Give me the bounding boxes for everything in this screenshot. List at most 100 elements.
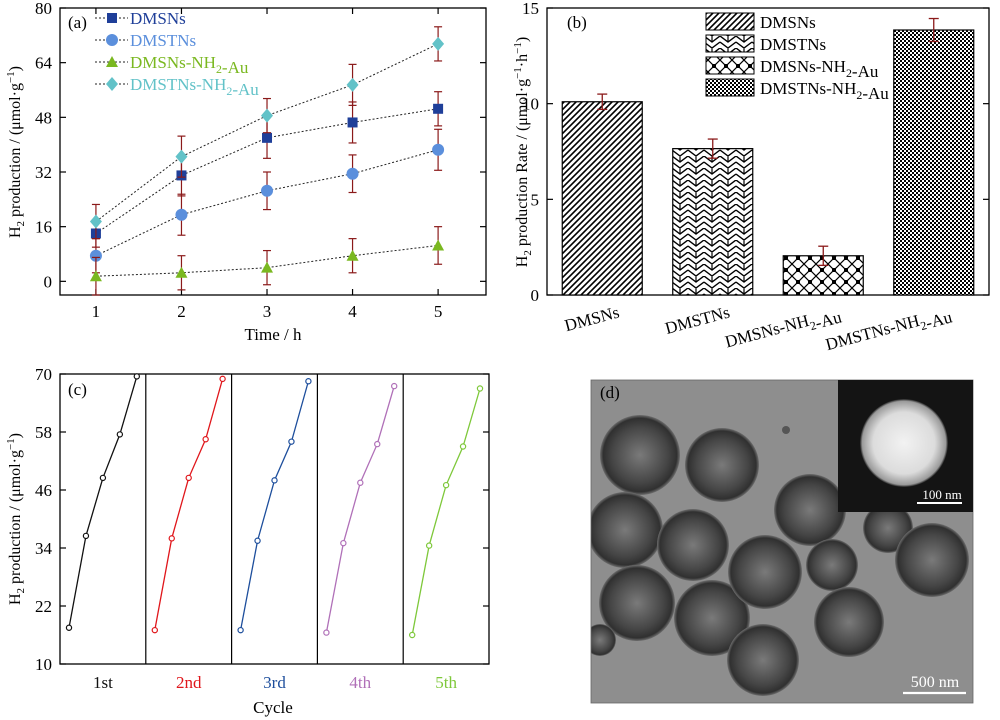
b-ytick-label: 10 [522, 95, 539, 114]
panel-a-series [89, 26, 445, 296]
a-xtick-label: 5 [434, 302, 443, 321]
a-marker-diamond [106, 77, 118, 91]
panel-a-y-axis-label: H2 production / (μmol·g−1) [5, 66, 27, 238]
a-marker-diamond [89, 214, 102, 229]
b-legend-swatch [705, 78, 755, 97]
b-legend-label: DMSTNs [760, 35, 826, 54]
a-marker-square [433, 103, 444, 114]
a-ytick-label: 48 [35, 108, 52, 127]
c-cycle-point [357, 479, 364, 486]
b-bar [561, 101, 643, 296]
c-cycle-line [325, 385, 395, 633]
a-series-line [95, 43, 439, 222]
a-marker-circle [175, 208, 188, 221]
a-marker-diamond [175, 149, 188, 164]
c-cycle-label: 4th [349, 673, 371, 692]
panel-b-bars [561, 17, 975, 296]
b-legend-swatch [705, 56, 755, 75]
a-marker-circle [106, 34, 118, 46]
a-xtick-label: 2 [177, 302, 186, 321]
panel-d-tem-image: (d) 100 nm 500 nm [590, 379, 974, 704]
c-cycle-point [82, 532, 90, 540]
c-cycle-point [425, 542, 433, 549]
a-legend-label: DMSNs-NH2-Au [130, 53, 249, 77]
c-cycle-point [219, 375, 226, 383]
c-cycle-point [288, 438, 295, 445]
panel-c-y-axis-label: H2 production / (μmol·g−1) [5, 433, 27, 605]
c-ytick-label: 46 [35, 481, 52, 500]
panel-c-cycle-chart: (c) 10 22 34 46 58 70 1st 2nd 3rd 4th 5th H2 prod… [5, 365, 490, 717]
c-cycle-point [202, 436, 209, 443]
panel-c-x-axis-label: Cycle [253, 698, 293, 717]
c-cycle-line [411, 388, 481, 636]
a-marker-triangle [175, 266, 188, 278]
c-ytick-label: 34 [35, 539, 53, 558]
c-cycle-point [65, 624, 73, 631]
c-ytick-label: 22 [35, 597, 52, 616]
b-xtick-label: DMSNs [563, 303, 622, 336]
panel-a-frame [59, 7, 487, 296]
c-cycle-point [442, 481, 450, 489]
panel-d-label: (d) [600, 383, 620, 402]
a-ytick-label: 0 [44, 272, 53, 291]
c-cycle-line [68, 376, 138, 628]
a-marker-square [262, 132, 273, 143]
panel-c-cycles: 1st 2nd 3rd 4th 5th [65, 373, 484, 692]
panel-c-frame [59, 373, 490, 665]
panel-b-y-ticks: 0 5 10 15 [522, 0, 989, 305]
panel-c-y-ticks: 10 22 34 46 58 70 [35, 365, 489, 674]
a-marker-circle [261, 184, 274, 197]
b-xtick-label: DMSTNs-NH2-Au [823, 302, 954, 359]
c-cycle-label: 1st [93, 673, 113, 692]
tem-frame [590, 379, 974, 704]
tem-particles [591, 415, 969, 696]
panel-b-y-axis-label: H2 production Rate / (μmol·g−1·h−1) [512, 37, 534, 267]
a-marker-diamond [432, 36, 445, 51]
c-cycle-point [476, 385, 484, 392]
a-legend-label: DMSTNs [130, 31, 196, 50]
a-marker-diamond [261, 108, 274, 123]
b-xtick-label: DMSTNs [663, 303, 732, 338]
a-legend-label: DMSNs [130, 9, 186, 28]
inset-scale-label: 100 nm [922, 487, 961, 502]
a-legend-label: DMSTNs-NH2-Au [130, 75, 259, 99]
panel-a-label: (a) [68, 13, 87, 32]
c-cycle-point [151, 626, 158, 634]
a-ytick-label: 80 [35, 0, 52, 18]
c-cycle-point [237, 626, 244, 634]
main-scale-label: 500 nm [911, 674, 960, 691]
c-cycle-point [116, 431, 124, 438]
c-cycle-point [271, 477, 278, 484]
a-xtick-label: 3 [263, 302, 272, 321]
panel-b-frame [546, 7, 990, 296]
c-cycle-point [168, 535, 175, 542]
a-marker-diamond [346, 77, 359, 92]
c-cycle-point [409, 631, 416, 639]
c-cycle-point [340, 539, 347, 547]
c-ytick-label: 10 [35, 655, 52, 674]
c-cycle-label: 3rd [263, 673, 286, 692]
a-marker-circle [89, 249, 102, 262]
a-ytick-label: 16 [35, 218, 52, 237]
c-cycle-line [154, 378, 224, 631]
c-cycle-point [323, 629, 330, 636]
c-cycle-point [374, 440, 381, 448]
a-marker-triangle [346, 249, 359, 261]
a-xtick-label: 4 [348, 302, 357, 321]
panel-b-label: (b) [567, 13, 587, 32]
panel-a-line-chart: (a) 0 16 32 48 64 80 1 2 3 4 5 DMSNs DMSTNs DMSNs-N… [5, 0, 487, 344]
c-cycle-line [239, 381, 310, 631]
a-marker-circle [346, 167, 359, 180]
panel-c-label: (c) [68, 380, 87, 399]
a-marker-triangle [106, 56, 118, 67]
a-ytick-label: 64 [35, 54, 53, 73]
a-ytick-label: 32 [35, 163, 52, 182]
panel-a-x-axis-label: Time / h [244, 325, 302, 344]
b-ytick-label: 15 [522, 0, 539, 18]
c-ytick-label: 70 [35, 365, 52, 384]
